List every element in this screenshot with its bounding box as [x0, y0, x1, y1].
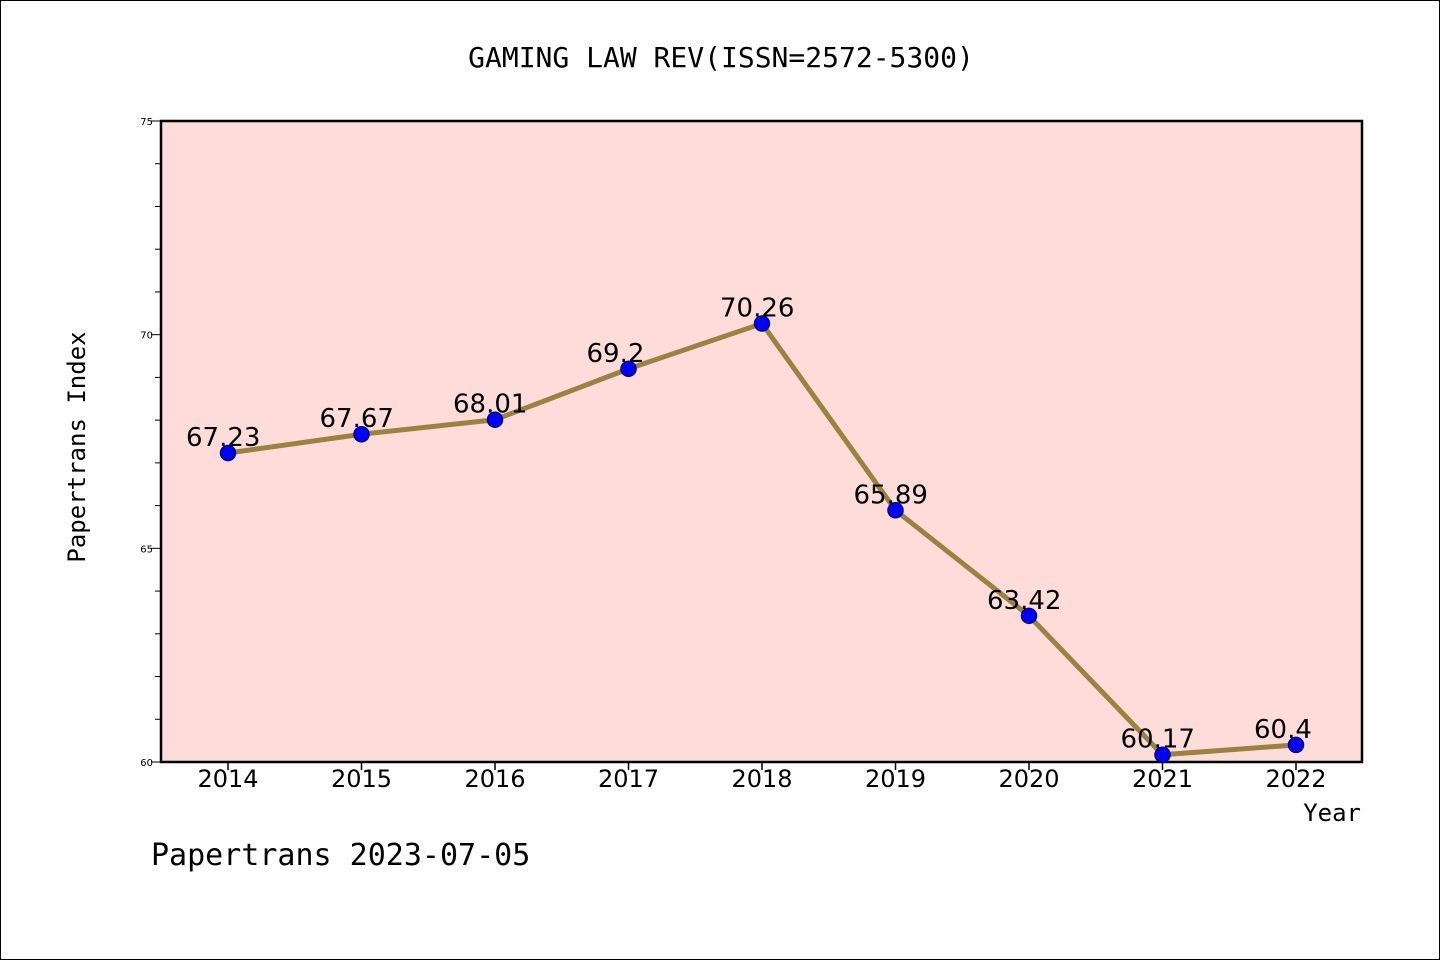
data-point: [486, 411, 504, 428]
footer-date: Papertrans 2023-07-05: [151, 838, 530, 873]
y-tick-label: 75: [140, 117, 153, 128]
data-point: [620, 360, 637, 378]
x-tick-label: 2020: [998, 765, 1059, 793]
data-point: [1154, 746, 1171, 763]
x-tick-label: 2017: [598, 765, 659, 793]
x-tick-label: 2016: [464, 765, 525, 793]
x-axis-ticks: 2014 2015 2016 2017 2018 2019 2020 2021 2022: [197, 762, 1327, 793]
x-tick-label: 2018: [731, 765, 792, 793]
data-label: 60.17: [1121, 725, 1195, 755]
x-tick-label: 2021: [1132, 765, 1193, 793]
data-label: 65.89: [854, 480, 928, 510]
data-label: 60.4: [1254, 715, 1312, 745]
data-label: 63.42: [987, 586, 1061, 616]
y-tick-label: 70: [140, 331, 153, 342]
x-axis-label: Year: [1303, 799, 1361, 827]
x-tick-label: 2019: [865, 765, 926, 793]
data-point: [219, 444, 237, 462]
data-point: [887, 502, 904, 519]
data-label: 67.23: [186, 423, 260, 453]
data-label: 69.2: [587, 339, 645, 369]
y-axis-label: Papertrans Index: [63, 331, 91, 562]
data-point: [1020, 607, 1038, 625]
x-tick-label: 2022: [1265, 765, 1326, 793]
x-tick-label: 2014: [197, 765, 258, 793]
data-point: [353, 425, 370, 443]
series-group: 67.23 67.67 68.01 69.2 70.26 65.89 63.42 60.17 6…: [186, 294, 1312, 763]
data-point: [1287, 736, 1305, 754]
plot-area: [159, 119, 1364, 764]
x-tick-label: 2015: [331, 765, 392, 793]
data-label: 67.67: [320, 404, 394, 434]
data-label: 70.26: [720, 294, 794, 324]
data-label: 68.01: [453, 390, 527, 420]
y-tick-label: 65: [140, 544, 153, 555]
y-tick-label: 60: [140, 758, 153, 769]
data-point: [753, 315, 771, 332]
y-axis-ticks: 60 65 70 75: [140, 117, 161, 769]
chart-title: GAMING LAW REV(ISSN=2572-5300): [468, 41, 974, 74]
